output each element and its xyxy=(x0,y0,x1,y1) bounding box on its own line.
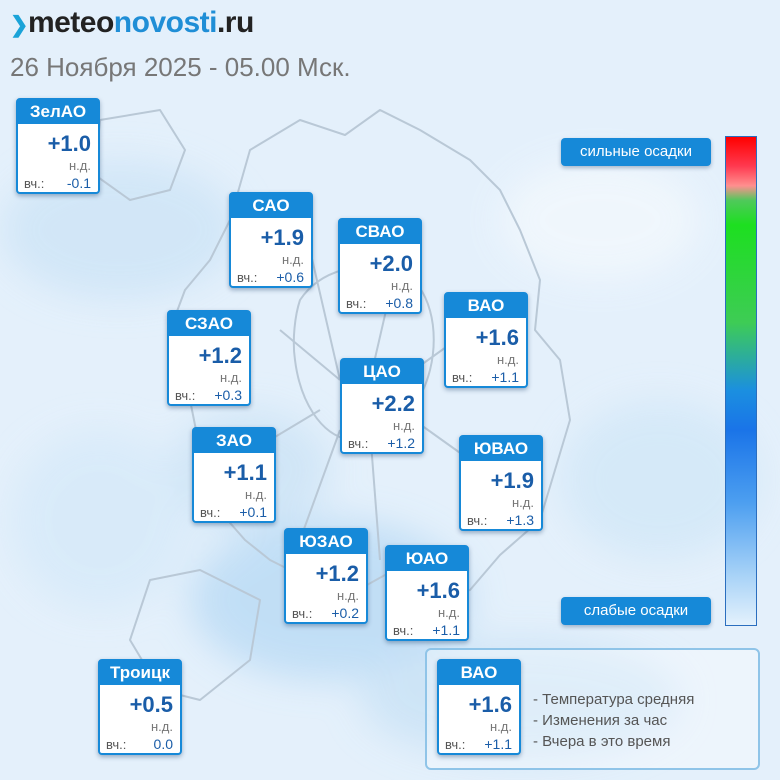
yesterday-label: вч.: xyxy=(24,176,45,191)
yesterday-label: вч.: xyxy=(200,505,221,520)
district-change: н.д. xyxy=(337,588,359,603)
district-change: н.д. xyxy=(151,719,173,734)
legend-sample-temp: +1.6 xyxy=(468,692,512,717)
yesterday-label: вч.: xyxy=(175,388,196,403)
district-card-svao: СВАО +2.0 н.д. вч.: +0.8 xyxy=(338,218,422,314)
logo-text-meteo: meteo xyxy=(27,6,114,39)
district-change: н.д. xyxy=(438,605,460,620)
yesterday-label: вч.: xyxy=(106,737,127,752)
legend-sample-card: ВАО +1.6 н.д. вч.: +1.1 xyxy=(437,659,521,755)
district-card-troitsk: Троицк +0.5 н.д. вч.: 0.0 xyxy=(98,659,182,755)
district-temp: +0.5 xyxy=(129,692,173,717)
district-change: н.д. xyxy=(282,252,304,267)
district-name: САО xyxy=(231,194,311,218)
logo-text-domain: .ru xyxy=(216,6,254,39)
district-change: н.д. xyxy=(245,487,267,502)
legend-line-hourly-change: - Изменения за час xyxy=(533,712,668,729)
yesterday-value: +0.1 xyxy=(239,504,267,520)
site-logo: ❯meteonovosti.ru xyxy=(10,6,254,40)
district-temp: +1.9 xyxy=(490,468,534,493)
district-card-yuao: ЮАО +1.6 н.д. вч.: +1.1 xyxy=(385,545,469,641)
district-temp: +1.6 xyxy=(416,578,460,603)
district-change: н.д. xyxy=(220,370,242,385)
yesterday-label: вч.: xyxy=(445,737,466,752)
yesterday-value: +1.3 xyxy=(506,512,534,528)
district-name: ЮАО xyxy=(387,547,467,571)
logo-text-novosti: novosti xyxy=(113,6,218,39)
district-card-zao: ЗАО +1.1 н.д. вч.: +0.1 xyxy=(192,427,276,523)
district-change: н.д. xyxy=(512,495,534,510)
district-temp: +2.2 xyxy=(371,391,415,416)
legend-sample-change: н.д. xyxy=(490,719,512,734)
district-change: н.д. xyxy=(393,418,415,433)
page-subtitle: 26 Ноября 2025 - 05.00 Мск. xyxy=(10,52,351,82)
district-name: Троицк xyxy=(100,661,180,685)
yesterday-label: вч.: xyxy=(237,270,258,285)
district-temp: +1.6 xyxy=(475,325,519,350)
legend-sample-yesterday: +1.1 xyxy=(484,736,512,752)
yesterday-label: вч.: xyxy=(393,623,414,638)
district-temp: +2.0 xyxy=(369,251,413,276)
scale-label-light: слабые осадки xyxy=(561,597,711,625)
district-name: ЮВАО xyxy=(461,437,541,461)
legend-descriptions: - Температура средняя - Изменения за час… xyxy=(533,689,694,752)
yesterday-label: вч.: xyxy=(346,296,367,311)
district-name: ЦАО xyxy=(342,360,422,384)
yesterday-value: +1.1 xyxy=(432,622,460,638)
district-card-yuzao: ЮЗАО +1.2 н.д. вч.: +0.2 xyxy=(284,528,368,624)
district-change: н.д. xyxy=(497,352,519,367)
yesterday-label: вч.: xyxy=(467,513,488,528)
district-card-yuvao: ЮВАО +1.9 н.д. вч.: +1.3 xyxy=(459,435,543,531)
district-name: ЗелАО xyxy=(18,100,98,124)
district-temp: +1.2 xyxy=(198,343,242,368)
yesterday-value: +0.2 xyxy=(331,605,359,621)
district-name: ВАО xyxy=(446,294,526,318)
district-name: ЮЗАО xyxy=(286,530,366,554)
yesterday-value: +0.3 xyxy=(214,387,242,403)
district-card-zelao: ЗелАО +1.0 н.д. вч.: -0.1 xyxy=(16,98,100,194)
district-card-sao: САО +1.9 н.д. вч.: +0.6 xyxy=(229,192,313,288)
logo-mark-icon: ❯ xyxy=(10,12,28,37)
district-name: ЗАО xyxy=(194,429,274,453)
legend-line-yesterday: - Вчера в это время xyxy=(533,733,671,750)
district-card-cao: ЦАО +2.2 н.д. вч.: +1.2 xyxy=(340,358,424,454)
yesterday-label: вч.: xyxy=(452,370,473,385)
district-card-vao: ВАО +1.6 н.д. вч.: +1.1 xyxy=(444,292,528,388)
district-card-szao: СЗАО +1.2 н.д. вч.: +0.3 xyxy=(167,310,251,406)
district-temp: +1.1 xyxy=(223,460,267,485)
precipitation-scale-bar xyxy=(725,136,757,626)
scale-label-heavy: сильные осадки xyxy=(561,138,711,166)
district-temp: +1.0 xyxy=(47,131,91,156)
yesterday-value: +1.2 xyxy=(387,435,415,451)
district-change: н.д. xyxy=(391,278,413,293)
yesterday-value: +0.8 xyxy=(385,295,413,311)
legend-line-avg-temp: - Температура средняя xyxy=(533,691,695,708)
legend-sample-name: ВАО xyxy=(439,661,519,685)
yesterday-label: вч.: xyxy=(348,436,369,451)
yesterday-value: +1.1 xyxy=(491,369,519,385)
yesterday-value: 0.0 xyxy=(153,736,173,752)
district-change: н.д. xyxy=(69,158,91,173)
yesterday-label: вч.: xyxy=(292,606,313,621)
yesterday-value: -0.1 xyxy=(66,175,91,191)
district-name: СЗАО xyxy=(169,312,249,336)
district-temp: +1.2 xyxy=(315,561,359,586)
district-temp: +1.9 xyxy=(260,225,304,250)
district-name: СВАО xyxy=(340,220,420,244)
yesterday-value: +0.6 xyxy=(276,269,304,285)
